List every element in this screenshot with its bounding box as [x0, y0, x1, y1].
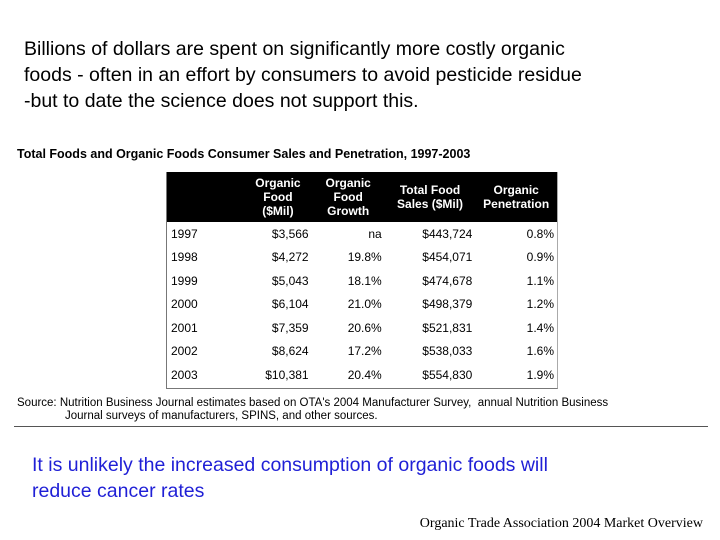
cell-organic-penetration: 1.1% [526, 273, 554, 288]
header-line: ($Mil) [262, 204, 294, 218]
source-line: Source: Nutrition Business Journal estim… [17, 397, 609, 409]
header-line: Organic [493, 183, 539, 197]
table-body: 1997 $3,566 na $443,724 0.8% 1998 $4,272… [167, 222, 557, 387]
cell-total-food-sales: $521,831 [422, 320, 473, 335]
cell-year: 2001 [171, 320, 198, 335]
table-row: 1997 $3,566 na $443,724 0.8% [167, 222, 557, 246]
cell-total-food-sales: $554,830 [422, 367, 473, 382]
header-organic-food: Organic Food ($Mil) [244, 172, 312, 222]
cell-organic-food: $3,566 [271, 226, 309, 241]
header-line: Penetration [483, 197, 550, 211]
cell-year: 1999 [171, 273, 198, 288]
cell-total-food-sales: $443,724 [422, 226, 473, 241]
cell-year: 1998 [171, 250, 198, 265]
cell-organic-growth: 19.8% [347, 250, 382, 265]
conclusion-line: reduce cancer rates [32, 480, 205, 502]
table-row: 2003 $10,381 20.4% $554,830 1.9% [167, 363, 557, 387]
sales-table: Organic Food ($Mil) Organic Food Growth … [167, 172, 557, 387]
header-line: Total Food [399, 183, 461, 197]
header-total-food-sales: Total Food Sales ($Mil) [384, 172, 476, 222]
intro-line: Billions of dollars are spent on signifi… [24, 38, 565, 60]
source-line: Journal surveys of manufacturers, SPINS,… [65, 410, 378, 422]
intro-text: Billions of dollars are spent on signifi… [24, 36, 714, 114]
header-organic-growth: Organic Food Growth [311, 172, 385, 222]
table-row: 2000 $6,104 21.0% $498,379 1.2% [167, 293, 557, 317]
table-row: 1998 $4,272 19.8% $454,071 0.9% [167, 246, 557, 270]
cell-year: 2000 [171, 297, 198, 312]
header-line: Organic [325, 176, 371, 190]
credit-caption: Organic Trade Association 2004 Market Ov… [419, 516, 703, 531]
cell-total-food-sales: $454,071 [422, 250, 473, 265]
cell-organic-food: $7,359 [271, 320, 309, 335]
header-line: Growth [327, 204, 370, 218]
sales-table-container: Organic Food ($Mil) Organic Food Growth … [166, 172, 558, 389]
cell-total-food-sales: $538,033 [422, 344, 473, 359]
cell-organic-food: $5,043 [271, 273, 309, 288]
table-row: 2001 $7,359 20.6% $521,831 1.4% [167, 316, 557, 340]
conclusion-line: It is unlikely the increased consumption… [32, 454, 548, 476]
cell-organic-growth: 21.0% [347, 297, 382, 312]
cell-year: 2002 [171, 344, 198, 359]
cell-organic-growth: 20.4% [347, 367, 382, 382]
intro-line: foods - often in an effort by consumers … [24, 64, 582, 86]
cell-organic-growth: 20.6% [347, 320, 382, 335]
cell-organic-penetration: 0.8% [526, 226, 554, 241]
cell-organic-food: $6,104 [271, 297, 309, 312]
cell-organic-growth: na [368, 226, 382, 241]
table-row: 1999 $5,043 18.1% $474,678 1.1% [167, 269, 557, 293]
cell-year: 1997 [171, 226, 198, 241]
header-row: Organic Food ($Mil) Organic Food Growth … [167, 172, 557, 222]
cell-organic-penetration: 0.9% [526, 250, 554, 265]
cell-organic-food: $8,624 [271, 344, 309, 359]
cell-year: 2003 [171, 367, 198, 382]
intro-line: -but to date the science does not suppor… [24, 90, 419, 112]
header-line: Organic [255, 176, 301, 190]
table-row: 2002 $8,624 17.2% $538,033 1.6% [167, 340, 557, 364]
cell-organic-food: $10,381 [265, 367, 309, 382]
header-organic-penetration: Organic Penetration [475, 172, 557, 222]
header-line: Sales ($Mil) [397, 197, 464, 211]
cell-organic-penetration: 1.2% [526, 297, 554, 312]
conclusion-text: It is unlikely the increased consumption… [32, 452, 712, 504]
cell-organic-food: $4,272 [271, 250, 309, 265]
divider-line [14, 426, 708, 427]
table-header: Organic Food ($Mil) Organic Food Growth … [167, 172, 557, 222]
cell-organic-growth: 18.1% [347, 273, 382, 288]
cell-organic-penetration: 1.6% [526, 344, 554, 359]
header-line: Food [263, 190, 293, 204]
cell-total-food-sales: $498,379 [422, 297, 473, 312]
cell-organic-penetration: 1.4% [526, 320, 554, 335]
header-year [167, 172, 245, 222]
cell-organic-penetration: 1.9% [526, 367, 554, 382]
cell-organic-growth: 17.2% [347, 344, 382, 359]
header-line: Food [333, 190, 363, 204]
table-title: Total Foods and Organic Foods Consumer S… [17, 147, 471, 161]
cell-total-food-sales: $474,678 [422, 273, 473, 288]
table-source-note: Source: Nutrition Business Journal estim… [17, 397, 717, 423]
